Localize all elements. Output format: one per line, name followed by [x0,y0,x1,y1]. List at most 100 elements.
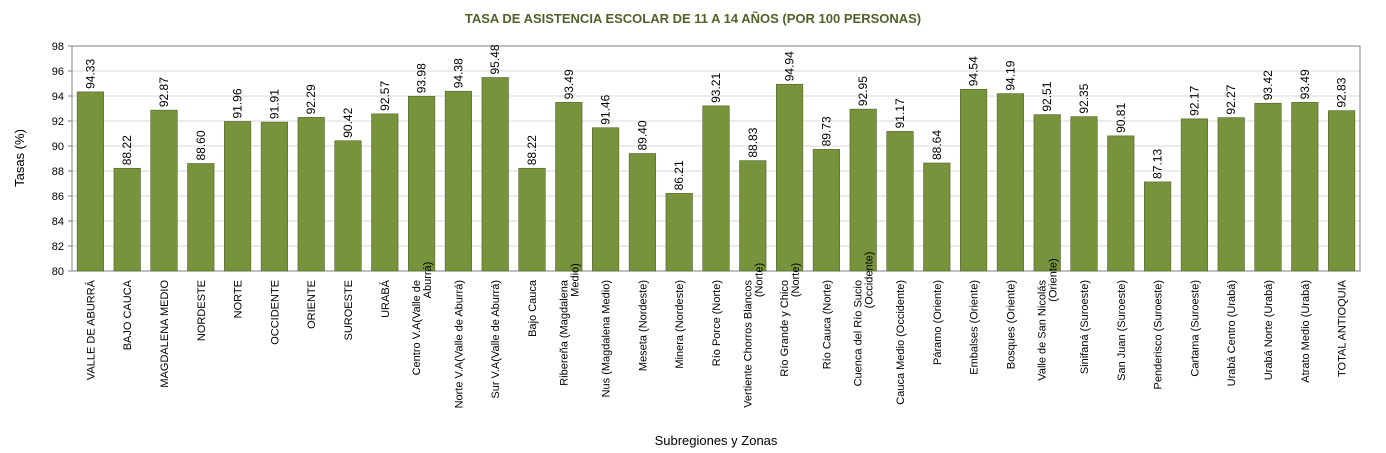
x-tick-label: Bajo Cauca [527,279,539,337]
x-tick-label: Centro V.A(Valle deAburrá) [411,262,434,376]
y-tick-label: 86 [52,191,64,203]
x-tick-label-line: Cuenca del Río Sucio [853,280,865,386]
x-tick-label-line: Aburrá) [422,262,434,299]
data-label: 94.94 [783,51,797,81]
x-tick-label-line: Valle de San Nicolás [1037,280,1049,381]
data-label: 89.40 [635,120,649,150]
bar [1328,110,1356,272]
data-label: 93.21 [709,73,723,103]
bar [481,77,509,272]
data-label: 94.33 [83,59,97,89]
x-tick-label-line: Río Porce (Norte) [711,280,723,366]
x-tick-label: URABÁ [379,279,392,318]
x-tick-label: VALLE DE ABURRÁ [84,279,97,380]
bar [1033,114,1061,272]
x-tick-label: Páramo (Oriente) [932,280,944,365]
y-tick-label: 92 [52,116,64,128]
bar [1144,181,1172,272]
x-tick-label: Valle de San Nicolás(Oriente) [1037,258,1060,380]
x-tick-label: OCCIDENTE [269,280,281,345]
data-label: 88.83 [746,127,760,157]
bar [150,109,178,272]
x-tick-label: NORTE [233,280,245,318]
x-tick-label-line: Páramo (Oriente) [932,280,944,365]
x-tick-label: Sur V.A(Valle de Aburrá) [490,280,502,399]
x-tick-label: Río Grande y Chico(Norte) [779,263,802,377]
x-tick-label: ORIENTE [306,280,318,329]
x-tick-label: Meseta (Nordeste) [637,280,649,371]
x-tick-label-line: (Oriente) [1048,258,1060,301]
y-tick-label: 82 [52,241,64,253]
data-label: 88.60 [194,130,208,160]
bar [444,90,472,272]
bar [996,93,1024,272]
x-tick-label: NORDESTE [196,280,208,341]
bar [187,163,215,272]
x-tick-label: Minera (Nordeste) [674,280,686,369]
x-tick-label-line: Urabá Norte (Urabá) [1263,280,1275,380]
x-tick-label-line: Bajo Cauca [527,279,539,337]
bar [1107,135,1135,272]
bar [849,108,877,272]
data-label: 92.87 [157,77,171,107]
x-tick-label: Norte V.A(Valle de Aburrá) [453,280,465,408]
data-label: 91.96 [231,88,245,118]
x-tick-label: Urabá Norte (Urabá) [1263,280,1275,380]
data-label: 91.17 [893,98,907,128]
bar [776,83,804,272]
bar [1217,117,1245,272]
x-tick-label: Urabá Centro (Urabá) [1226,280,1238,386]
data-label: 94.19 [1003,60,1017,90]
x-tick-label-line: OCCIDENTE [269,280,281,345]
x-tick-label-line: URABÁ [379,279,392,318]
y-tick-label: 96 [52,66,64,78]
data-label: 91.91 [267,89,281,119]
x-tick-label-line: Urabá Centro (Urabá) [1226,280,1238,386]
bar [76,91,104,272]
x-tick-label-line: TOTAL ANTIOQUIA [1337,279,1349,377]
data-label: 93.49 [562,69,576,99]
x-tick-label-line: BAJO CAUCA [122,279,134,350]
data-label: 93.42 [1261,70,1275,100]
chart-title: TASA DE ASISTENCIA ESCOLAR DE 11 A 14 AÑ… [465,11,921,26]
x-tick-label-line: Río Cauca (Norte) [821,280,833,369]
x-tick-label-line: NORTE [233,280,245,318]
x-tick-label: Penderisco (Suroeste) [1153,280,1165,389]
x-tick-label-line: NORDESTE [196,280,208,341]
bar [1254,102,1282,272]
bar [371,113,399,272]
x-tick-label: Río Porce (Norte) [711,280,723,366]
x-tick-label-line: Medio) [569,263,581,297]
x-tick-label: BAJO CAUCA [122,279,134,350]
x-tick-label-line: Vertiente Chorros Blancos [742,280,754,408]
x-tick-label-line: Río Grande y Chico [779,280,791,377]
data-label: 87.13 [1151,149,1165,179]
data-label: 90.81 [1114,103,1128,133]
x-tick-label: Bosques (Oriente) [1005,280,1017,369]
bar [1180,118,1208,272]
x-tick-label-line: Sur V.A(Valle de Aburrá) [490,280,502,399]
x-tick-label: Nus (Magdalena Medio) [601,280,613,397]
x-tick-label-line: Minera (Nordeste) [674,280,686,369]
bar [297,117,325,272]
bar [113,167,141,272]
data-label: 88.22 [525,135,539,165]
x-tick-label: MAGDALENA MEDIO [159,280,171,388]
bar [1070,116,1098,272]
x-tick-label: Sinifaná (Suroeste) [1079,280,1091,374]
x-tick-label: Atrato Medio (Urabá) [1300,280,1312,383]
y-tick-label: 80 [52,266,64,278]
y-axis-title: Tasas (%) [12,129,27,187]
bar [518,167,546,272]
bar [739,160,767,272]
x-tick-label: SUROESTE [343,280,355,341]
bar [334,140,362,272]
data-label: 92.35 [1077,83,1091,113]
x-tick-label-line: MAGDALENA MEDIO [159,280,171,388]
x-tick-label-line: Atrato Medio (Urabá) [1300,280,1312,383]
data-label: 92.29 [304,84,318,114]
x-tick-label: TOTAL ANTIOQUIA [1337,279,1349,377]
data-label: 88.64 [930,130,944,160]
